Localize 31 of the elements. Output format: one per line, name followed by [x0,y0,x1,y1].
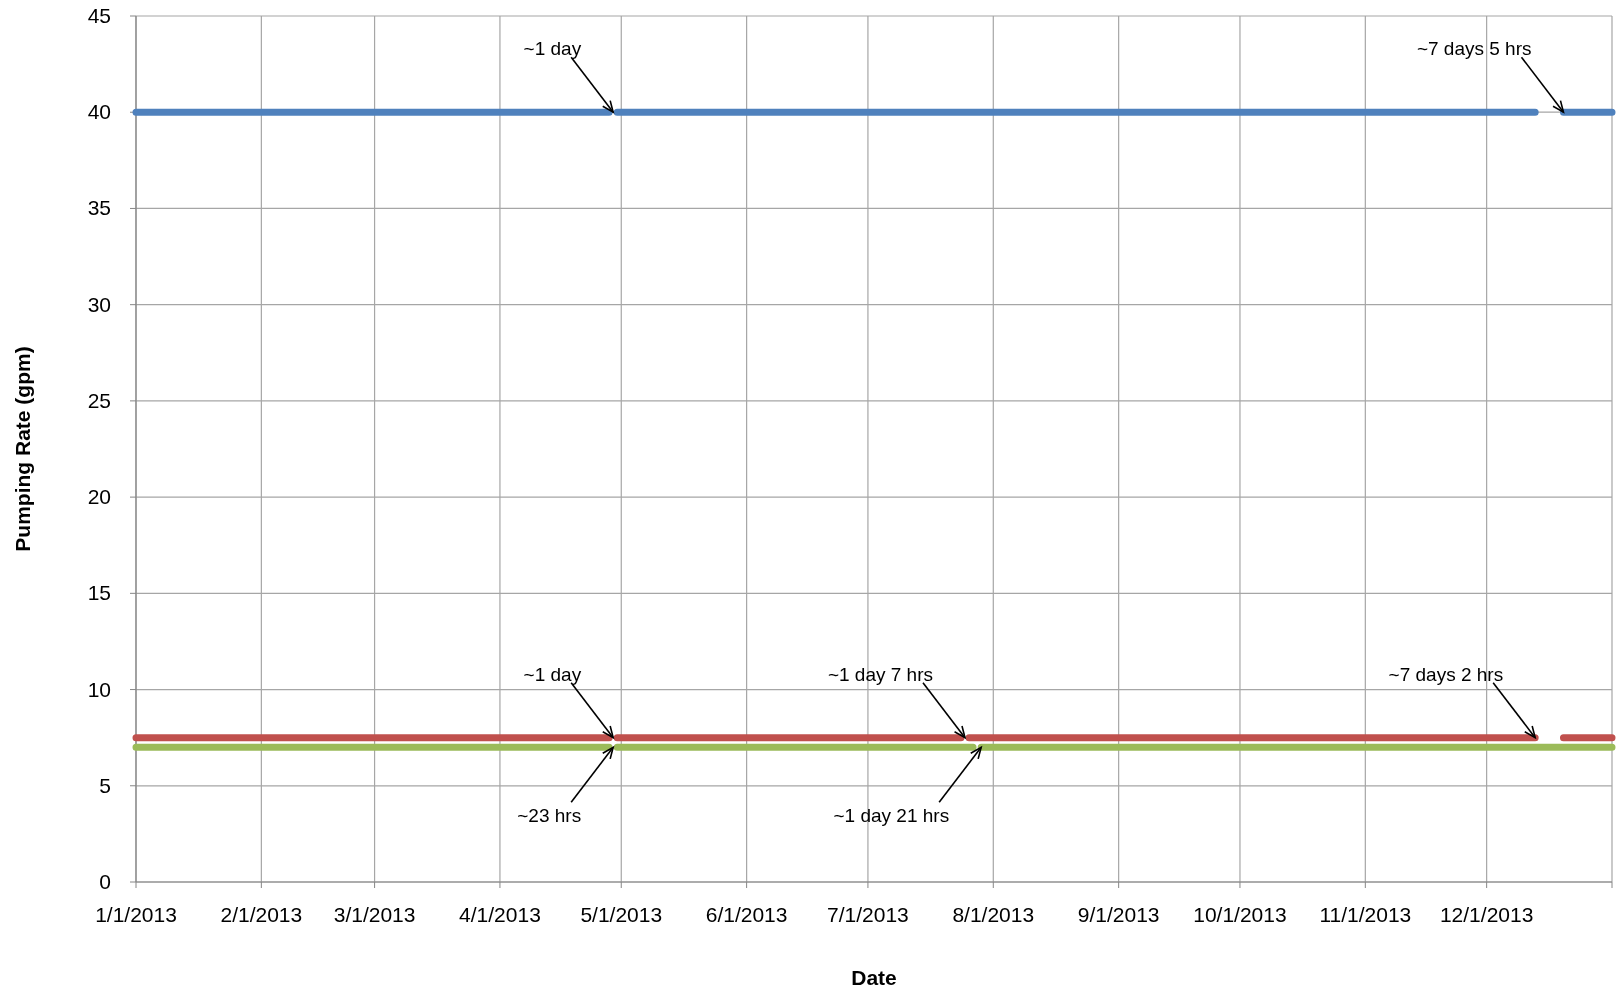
x-tick-label: 3/1/2013 [333,903,416,926]
y-tick-label: 20 [87,485,111,509]
annotation: ~1 day [523,38,582,60]
x-tick-label: 6/1/2013 [705,903,788,926]
y-tick-label: 35 [87,196,111,220]
x-tick-label: 7/1/2013 [827,903,909,926]
x-axis-title: Date [851,966,897,989]
x-tick-label: 1/1/2013 [95,903,177,926]
y-tick-label: 45 [87,4,111,27]
x-tick-label: 12/1/2013 [1439,903,1534,926]
x-tick-label: 9/1/2013 [1077,903,1160,926]
y-axis-title: Pumping Rate (gpm) [11,346,34,552]
x-tick-label: 11/1/2013 [1319,903,1412,926]
y-tick-label: 0 [99,870,111,893]
y-tick-label: 15 [87,581,111,605]
annotation: ~1 day 21 hrs [833,805,950,827]
annotation: ~7 days 5 hrs [1416,38,1532,60]
y-tick-label: 10 [87,677,111,701]
annotation: ~7 days 2 hrs [1388,663,1504,685]
x-tick-label: 8/1/2013 [952,903,1035,926]
x-tick-label: 10/1/2013 [1193,903,1287,926]
annotation: ~23 hrs [517,805,582,827]
annotation: ~1 day [523,663,582,685]
x-tick-label: 2/1/2013 [220,903,303,926]
x-tick-label: 5/1/2013 [580,903,663,926]
x-tick-label: 4/1/2013 [459,903,541,926]
annotation: ~1 day 7 hrs [827,663,933,685]
y-tick-label: 40 [87,100,111,124]
y-tick-label: 30 [87,292,111,316]
y-tick-label: 5 [99,773,111,797]
y-tick-label: 25 [87,388,111,412]
